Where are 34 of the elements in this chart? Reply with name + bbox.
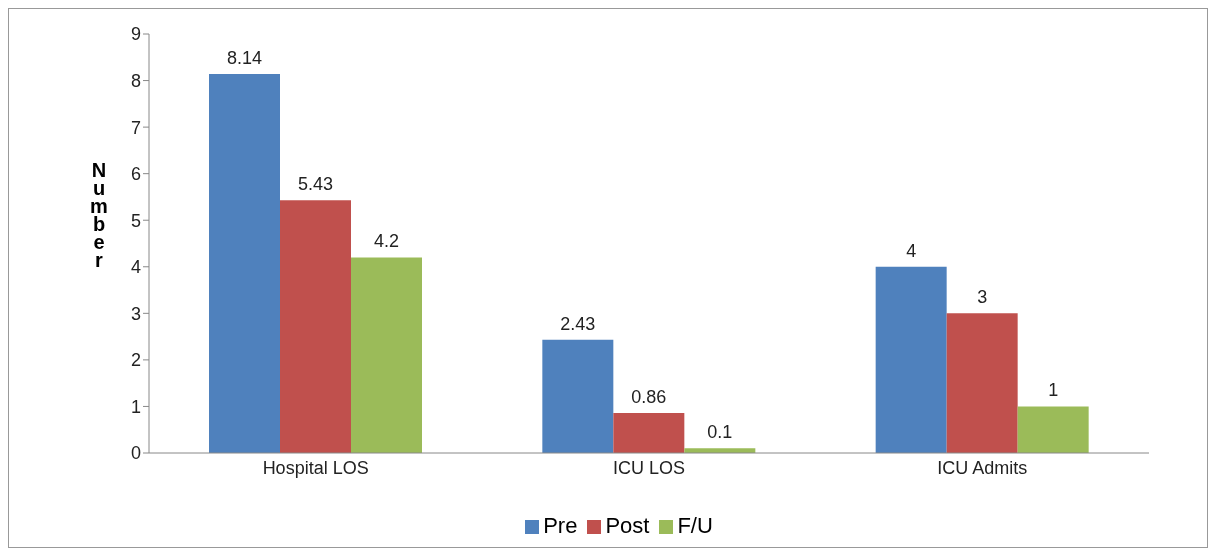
y-tick-label: 3 (130, 303, 141, 324)
y-tick-label: 4 (130, 257, 141, 278)
bar (351, 257, 422, 453)
bar (209, 74, 280, 453)
data-label: 0.1 (707, 422, 733, 443)
bar (613, 412, 685, 453)
y-axis-title: Number (87, 159, 110, 267)
data-label: 5.43 (297, 174, 334, 195)
legend-label: Pre (543, 513, 578, 538)
y-tick-label: 0 (130, 443, 141, 464)
y-tick-label: 9 (130, 24, 141, 45)
data-label: 4 (906, 240, 917, 261)
y-tick-label: 8 (130, 70, 141, 91)
legend-label: F/U (677, 513, 713, 538)
data-label: 1 (1048, 380, 1059, 401)
x-tick-label: ICU LOS (612, 457, 686, 478)
bar (542, 339, 614, 453)
data-label: 3 (977, 287, 988, 308)
data-label: 2.43 (560, 313, 596, 334)
y-tick-label: 1 (130, 396, 141, 417)
bar (946, 313, 1018, 453)
y-tick-label: 6 (130, 164, 141, 185)
x-tick-label: Hospital LOS (262, 457, 369, 478)
bar (280, 200, 351, 453)
y-tick-label: 2 (130, 350, 141, 371)
legend-label: Post (605, 513, 650, 538)
y-tick-label: 7 (130, 117, 141, 138)
bar (1017, 406, 1089, 453)
y-tick-label: 5 (130, 210, 141, 231)
bar (875, 266, 947, 453)
data-label: 4.2 (373, 231, 400, 252)
data-label: 8.14 (226, 48, 263, 69)
data-label: 0.86 (631, 386, 667, 407)
x-tick-label: ICU Admits (937, 457, 1028, 478)
